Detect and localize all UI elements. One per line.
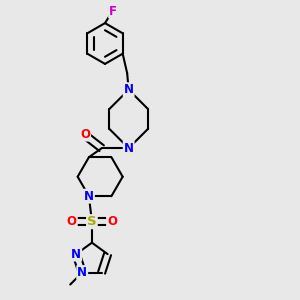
Text: N: N: [124, 83, 134, 96]
Text: N: N: [77, 266, 87, 279]
Text: O: O: [80, 128, 90, 141]
Text: S: S: [87, 215, 97, 228]
Text: F: F: [109, 4, 117, 18]
Text: N: N: [84, 190, 94, 203]
Text: N: N: [71, 248, 81, 261]
Text: O: O: [67, 215, 77, 228]
Text: O: O: [107, 215, 117, 228]
Text: N: N: [124, 142, 134, 155]
